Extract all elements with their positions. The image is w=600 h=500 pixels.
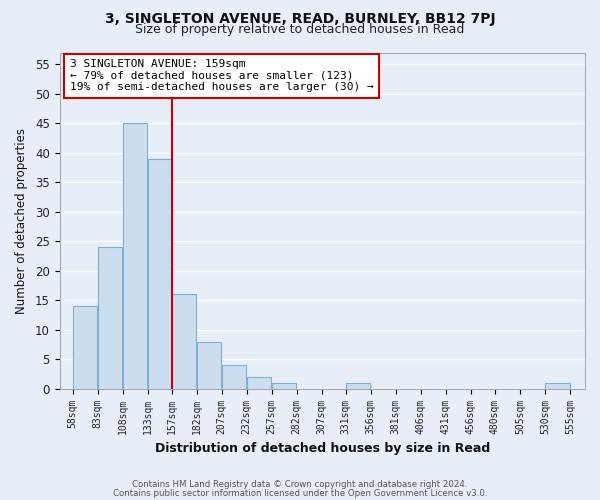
Bar [148, 158, 172, 388]
X-axis label: Distribution of detached houses by size in Read: Distribution of detached houses by size … [155, 442, 490, 455]
Bar [98, 247, 122, 388]
Bar [545, 383, 569, 388]
Text: Contains public sector information licensed under the Open Government Licence v3: Contains public sector information licen… [113, 488, 487, 498]
Bar [123, 124, 147, 388]
Bar [73, 306, 97, 388]
Text: Size of property relative to detached houses in Read: Size of property relative to detached ho… [136, 22, 464, 36]
Text: 3, SINGLETON AVENUE, READ, BURNLEY, BB12 7PJ: 3, SINGLETON AVENUE, READ, BURNLEY, BB12… [104, 12, 496, 26]
Bar [272, 383, 296, 388]
Bar [247, 377, 271, 388]
Text: Contains HM Land Registry data © Crown copyright and database right 2024.: Contains HM Land Registry data © Crown c… [132, 480, 468, 489]
Bar [172, 294, 196, 388]
Text: 3 SINGLETON AVENUE: 159sqm
← 79% of detached houses are smaller (123)
19% of sem: 3 SINGLETON AVENUE: 159sqm ← 79% of deta… [70, 59, 374, 92]
Bar [222, 365, 247, 388]
Y-axis label: Number of detached properties: Number of detached properties [15, 128, 28, 314]
Bar [197, 342, 221, 388]
Bar [346, 383, 370, 388]
